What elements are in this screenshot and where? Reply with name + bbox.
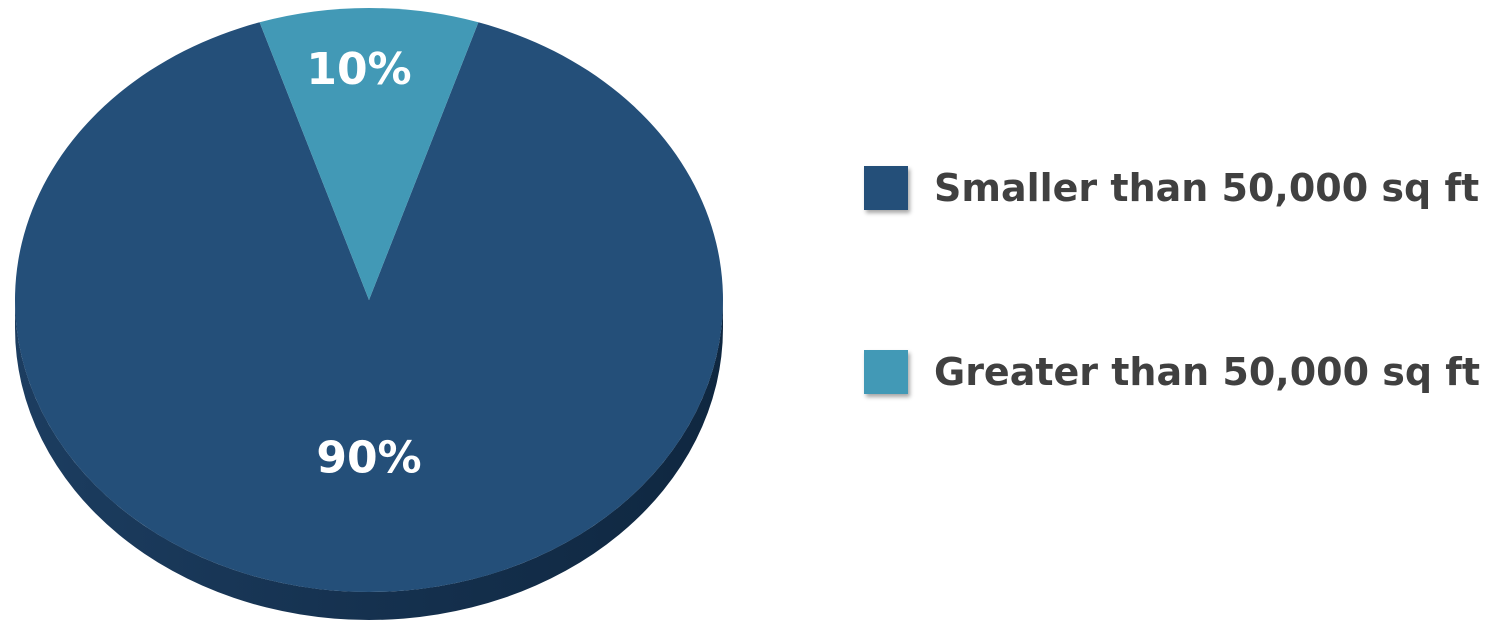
legend-swatch-greater [864, 350, 908, 394]
pie-slice-smaller [14, 22, 724, 592]
legend-swatch-smaller [864, 166, 908, 210]
pie-slice-greater [259, 8, 479, 300]
legend-label-smaller: Smaller than 50,000 sq ft [934, 166, 1480, 210]
chart-legend: Smaller than 50,000 sq ft Greater than 5… [864, 160, 1480, 400]
data-label-smaller: 90% [316, 433, 421, 484]
legend-item-smaller: Smaller than 50,000 sq ft [864, 160, 1480, 216]
data-label-greater: 10% [306, 44, 411, 95]
legend-label-greater: Greater than 50,000 sq ft [934, 350, 1481, 394]
pie-chart: 90% 10% [14, 8, 724, 620]
legend-item-greater: Greater than 50,000 sq ft [864, 344, 1480, 400]
